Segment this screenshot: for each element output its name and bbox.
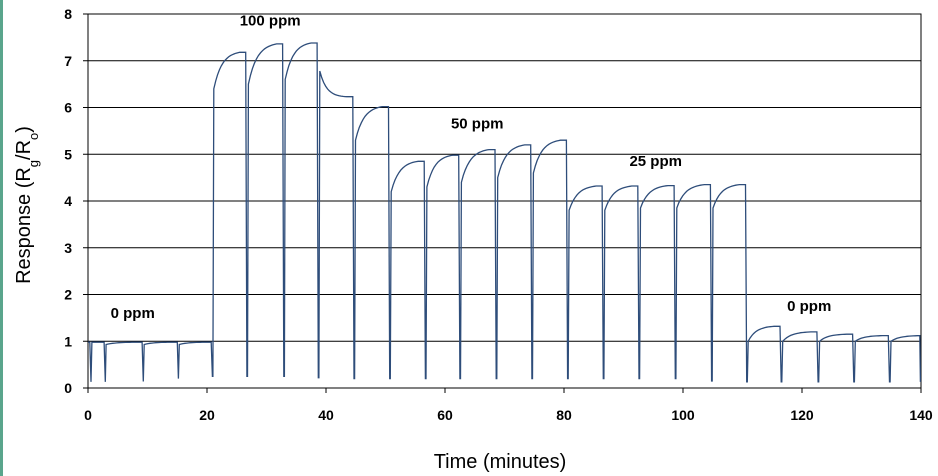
concentration-annotation: 25 ppm — [629, 153, 682, 170]
concentration-annotations: 0 ppm 100 ppm 50 ppm 25 ppm 0 ppm — [111, 13, 832, 322]
concentration-annotation: 50 ppm — [451, 116, 504, 133]
x-tick-label: 0 — [84, 407, 92, 423]
y-tick-label: 1 — [64, 333, 72, 349]
y-tick-label: 7 — [64, 53, 72, 69]
x-tick-label: 100 — [671, 407, 695, 423]
x-tick-label: 80 — [556, 407, 572, 423]
y-axis-title-sub-o: o — [26, 133, 41, 140]
y-axis-ticks: 0 1 2 3 4 5 6 7 8 — [64, 6, 88, 396]
y-axis-title-mid: /R — [13, 140, 35, 160]
x-tick-label: 140 — [909, 407, 933, 423]
x-tick-label: 20 — [199, 407, 215, 423]
x-tick-label: 60 — [437, 407, 453, 423]
x-tick-label: 120 — [790, 407, 814, 423]
y-tick-label: 8 — [64, 6, 72, 22]
y-axis-title-sub-g: g — [26, 160, 41, 167]
y-tick-label: 0 — [64, 380, 72, 396]
y-tick-label: 6 — [64, 100, 72, 116]
concentration-annotation: 0 ppm — [787, 298, 831, 315]
y-axis-title: Response (Rg/Ro) — [13, 126, 41, 284]
concentration-annotation: 0 ppm — [111, 305, 155, 322]
response-series-line — [88, 42, 922, 383]
x-axis-title: Time (minutes) — [434, 451, 567, 473]
x-axis-ticks: 0 20 40 60 80 100 120 140 — [84, 388, 933, 423]
y-tick-label: 3 — [64, 240, 72, 256]
left-edge-strip — [0, 0, 3, 476]
y-axis-title-post: ) — [13, 126, 35, 133]
y-tick-label: 4 — [64, 193, 72, 209]
y-tick-label: 5 — [64, 146, 72, 162]
y-axis-title-pre: Response (R — [13, 167, 35, 284]
x-tick-label: 40 — [318, 407, 334, 423]
y-tick-label: 2 — [64, 287, 72, 303]
concentration-annotation: 100 ppm — [240, 13, 301, 30]
